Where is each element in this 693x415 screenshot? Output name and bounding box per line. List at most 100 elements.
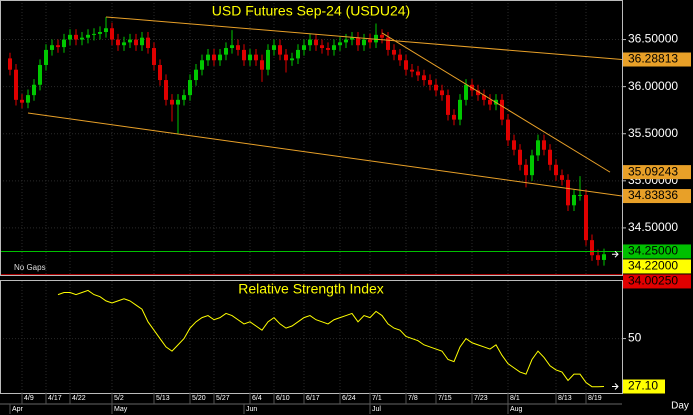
candle-body — [272, 45, 276, 50]
y-tick-label: 50 — [628, 331, 642, 345]
candle-body — [506, 119, 510, 141]
candle-body — [98, 32, 102, 34]
price-label: 34.25000 — [628, 244, 678, 258]
candle-body — [536, 140, 540, 156]
candle-body — [254, 54, 258, 61]
x-tick-label: 7/23 — [474, 395, 488, 402]
candle-body — [530, 155, 534, 176]
candle-body — [116, 39, 120, 46]
value-label-box — [623, 379, 665, 394]
candle-body — [128, 39, 132, 43]
candle-body — [452, 114, 456, 120]
candle-body — [8, 58, 12, 70]
candle-body — [284, 54, 288, 61]
price-plot — [1, 1, 622, 275]
candle-body — [350, 37, 354, 40]
candle-body — [320, 45, 324, 49]
candle-body — [374, 34, 378, 43]
x-axis-label: Day — [671, 401, 689, 412]
x-tick-label: 8/13 — [558, 395, 572, 402]
candle-body — [428, 80, 432, 85]
x-tick-label: 4/22 — [72, 395, 86, 402]
candle-body — [32, 84, 36, 96]
candle-body — [482, 95, 486, 100]
last-price-arrow — [612, 250, 619, 258]
month-label: May — [114, 406, 128, 413]
chart-title: USD Futures Sep-24 (USDU24) — [212, 3, 410, 19]
candle-body — [458, 99, 462, 120]
y-tick-label: 36.00000 — [628, 79, 678, 93]
candle-body — [416, 71, 420, 76]
candle-body — [566, 179, 570, 206]
candle-body — [326, 48, 330, 50]
month-label: Jul — [372, 406, 381, 413]
candle-body — [368, 39, 372, 43]
candle-body — [554, 164, 558, 176]
candle-body — [134, 39, 138, 46]
y-tick-label: 35.50000 — [628, 126, 678, 140]
candle-body — [446, 95, 450, 115]
candle-body — [524, 164, 528, 176]
price-label-box — [623, 165, 691, 180]
x-tick-label: 8/1 — [510, 395, 520, 402]
candle-body — [302, 45, 306, 50]
candle-body — [260, 60, 264, 70]
price-label: 34.00250 — [628, 274, 678, 288]
price-label: 34.83836 — [628, 188, 678, 202]
candle-body — [434, 84, 438, 91]
axes: 36.5000036.0000035.5000035.0000034.50000… — [9, 32, 691, 414]
x-tick-label: 5/2 — [114, 395, 124, 402]
x-tick-label: 4/9 — [24, 395, 34, 402]
candle-body — [308, 39, 312, 46]
value-label: 27.10 — [628, 379, 658, 393]
candle-body — [380, 34, 384, 38]
trend-line — [27, 112, 622, 197]
price-label-box — [623, 52, 691, 67]
month-label: Apr — [12, 406, 24, 413]
rsi-panel-frame — [0, 280, 623, 394]
candle-body — [440, 90, 444, 96]
candle-body — [398, 54, 402, 61]
candle-body — [182, 95, 186, 100]
candle-body — [584, 194, 588, 241]
candle-body — [212, 54, 216, 61]
month-label: Aug — [510, 406, 523, 413]
candle-body — [176, 99, 180, 105]
x-tick-label: 7/15 — [438, 395, 452, 402]
candle-body — [362, 39, 366, 46]
rsi-plot — [1, 281, 622, 393]
x-tick-label: 6/17 — [306, 395, 320, 402]
candle-body — [20, 99, 24, 103]
candle-body — [542, 140, 546, 150]
candle-body — [572, 194, 576, 206]
candle-body — [410, 69, 414, 72]
candle-body — [242, 49, 246, 61]
candle-body — [338, 42, 342, 46]
last-value-arrow — [612, 383, 619, 390]
candle-body — [518, 149, 522, 165]
candle-body — [404, 60, 408, 70]
candle-body — [356, 37, 360, 46]
candle-body — [146, 37, 150, 49]
candle-body — [164, 80, 168, 100]
x-tick-label: 4/17 — [48, 395, 62, 402]
candle-body — [266, 49, 270, 70]
candle-body — [218, 54, 222, 61]
x-tick-label: 8/19 — [588, 395, 602, 402]
x-tick-label: 6/24 — [342, 395, 356, 402]
candle-body — [602, 254, 606, 260]
candle-body — [62, 39, 66, 48]
price-label-box — [623, 189, 691, 204]
candle-body — [278, 45, 282, 55]
candle-body — [74, 34, 78, 40]
candle-body — [488, 99, 492, 105]
candle-body — [38, 64, 42, 85]
price-panel-frame — [0, 0, 623, 276]
candle-body — [50, 45, 54, 50]
price-label: 34.22000 — [628, 259, 678, 273]
candle-body — [206, 54, 210, 61]
price-label: 35.09243 — [628, 164, 678, 178]
candle-body — [386, 37, 390, 50]
candle-body — [188, 80, 192, 96]
x-tick-label: 6/4 — [252, 395, 262, 402]
